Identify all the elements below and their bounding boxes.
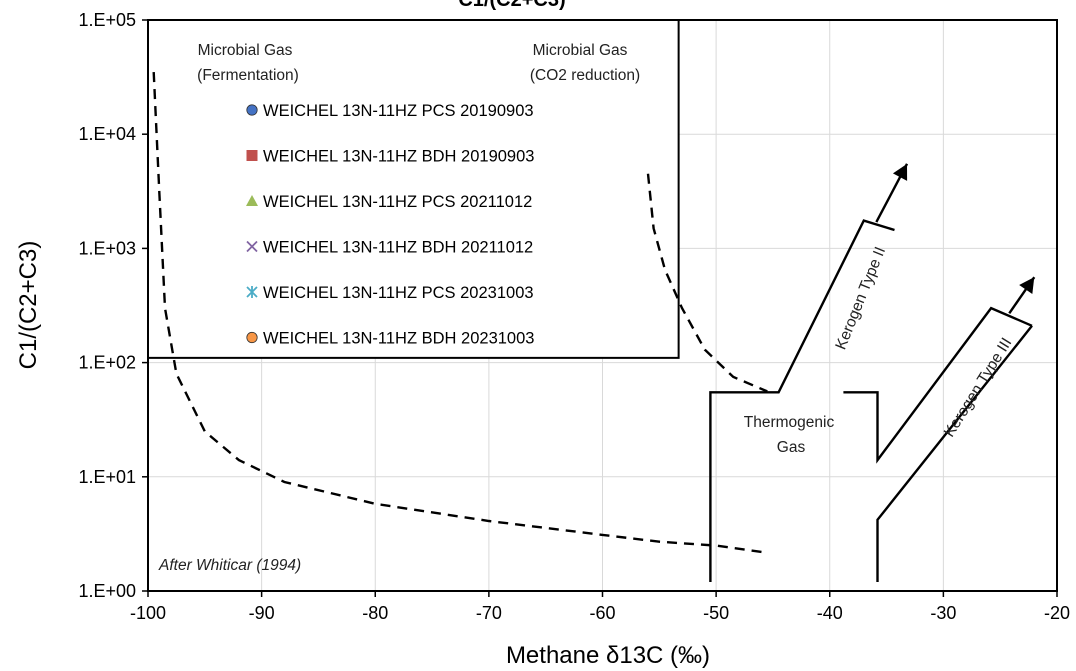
legend-entry: WEICHEL 13N-11HZ PCS 20231003 xyxy=(246,284,534,302)
kerogen-type-3-arrow-head xyxy=(1019,277,1035,295)
x-tick-label: -20 xyxy=(1044,603,1070,623)
x-tick-label: -80 xyxy=(362,603,388,623)
legend-label: WEICHEL 13N-11HZ PCS 20231003 xyxy=(263,284,534,302)
kerogen-type-3-field-outline xyxy=(876,325,1033,582)
thermogenic-field-outline xyxy=(709,219,895,582)
fermentation-boundary-dashed xyxy=(152,72,762,554)
legend-entry: WEICHEL 13N-11HZ PCS 20211012 xyxy=(246,193,532,211)
annotation-kerogen-type-3: Kerogen Type III xyxy=(941,335,1016,440)
legend-marker-circle xyxy=(246,104,258,116)
legend-entry: WEICHEL 13N-11HZ BDH 20190903 xyxy=(246,148,534,166)
x-tick-label: -30 xyxy=(930,603,956,623)
legend-label: WEICHEL 13N-11HZ PCS 20190903 xyxy=(263,102,534,120)
x-tick-label: -60 xyxy=(589,603,615,623)
annotation-thermogenic-line2: Gas xyxy=(777,439,806,456)
x-tick-label: -50 xyxy=(703,603,729,623)
kerogen-type-2-arrow-head xyxy=(892,163,908,181)
y-tick-label: 1.E+04 xyxy=(78,124,136,144)
annotation-co2-line1: Microbial Gas xyxy=(533,42,628,59)
annotation-source: After Whiticar (1994) xyxy=(158,557,301,574)
annotation-fermentation-line1: Microbial Gas xyxy=(198,42,293,59)
legend-marker-x-b xyxy=(246,240,258,253)
legend-label: WEICHEL 13N-11HZ BDH 20211012 xyxy=(263,239,533,257)
legend-entry: WEICHEL 13N-11HZ PCS 20190903 xyxy=(246,102,534,120)
annotation-co2-line2: (CO2 reduction) xyxy=(530,67,640,84)
y-tick-label: 1.E+00 xyxy=(78,581,136,601)
legend-marker-square xyxy=(246,150,258,161)
co2-reduction-boundary-dashed xyxy=(646,173,768,393)
y-axis-title: C1/(C2+C3) xyxy=(15,241,42,370)
y-tick-label: 1.E+03 xyxy=(78,238,136,258)
annotation-kerogen-type-2: Kerogen Type II xyxy=(833,245,890,353)
x-tick-label: -70 xyxy=(476,603,502,623)
x-tick-label: -90 xyxy=(249,603,275,623)
tick-layer: -100 -90 -80 -70 -60 -50 -40 -30 -20 1.E+00 1.E+01… xyxy=(78,10,1070,623)
microbial-gas-field-box xyxy=(147,19,680,359)
legend-entry: WEICHEL 13N-11HZ BDH 20211012 xyxy=(246,239,533,257)
x-tick-label: -40 xyxy=(817,603,843,623)
legend: WEICHEL 13N-11HZ PCS 20190903 WEICHEL 13N… xyxy=(246,102,534,348)
y-tick-label: 1.E+05 xyxy=(78,10,136,30)
annotation-fermentation-line2: (Fermentation) xyxy=(197,67,299,84)
legend-entry: WEICHEL 13N-11HZ BDH 20231003 xyxy=(246,330,534,348)
x-axis-title: Methane δ13C (‰) xyxy=(506,642,710,669)
x-tick-label: -100 xyxy=(130,603,166,623)
chart-title: C1/(C2+C3) xyxy=(458,0,565,11)
region-layer xyxy=(147,19,1036,582)
kerogen-type-2-field-outline xyxy=(843,306,1033,464)
y-tick-label: 1.E+01 xyxy=(78,467,136,487)
legend-marker-circle xyxy=(246,331,258,344)
legend-label: WEICHEL 13N-11HZ PCS 20211012 xyxy=(263,193,532,211)
legend-label: WEICHEL 13N-11HZ BDH 20190903 xyxy=(263,148,534,166)
y-tick-label: 1.E+02 xyxy=(78,353,136,373)
legend-marker-triangle xyxy=(246,195,258,206)
annotation-thermogenic-line1: Thermogenic xyxy=(744,414,835,431)
legend-label: WEICHEL 13N-11HZ BDH 20231003 xyxy=(263,330,534,348)
